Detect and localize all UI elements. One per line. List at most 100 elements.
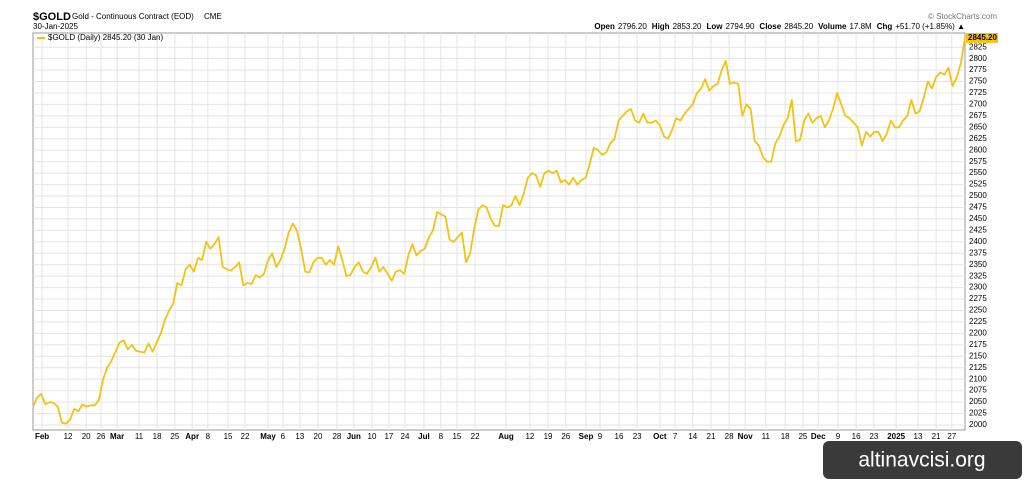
x-tick-label: 23 [869, 432, 878, 441]
x-tick-label: 20 [82, 432, 91, 441]
x-tick-label: Aug [498, 432, 514, 441]
y-tick-label: 2075 [969, 386, 987, 395]
y-tick-label: 2675 [969, 111, 987, 120]
y-tick-label: 2450 [969, 214, 987, 223]
x-tick-label: 11 [135, 432, 144, 441]
x-tick-label: 20 [314, 432, 323, 441]
y-tick-label: 2475 [969, 203, 987, 212]
quote-label: High [652, 22, 670, 31]
last-value-badge [966, 32, 998, 43]
x-tick-label: 28 [725, 432, 734, 441]
x-tick-label: 10 [368, 432, 377, 441]
x-tick-label: 21 [707, 432, 716, 441]
y-tick-label: 2775 [969, 65, 987, 74]
y-tick-label: 2400 [969, 237, 987, 246]
x-tick-label: Feb [35, 432, 49, 441]
y-tick-label: 2275 [969, 294, 987, 303]
x-tick-label: 17 [384, 432, 393, 441]
y-tick-label: 2350 [969, 260, 987, 269]
x-tick-label: 19 [544, 432, 553, 441]
x-tick-label: 12 [525, 432, 534, 441]
x-tick-label: 16 [615, 432, 624, 441]
x-tick-label: Jul [418, 432, 430, 441]
x-tick-label: 13 [914, 432, 923, 441]
x-tick-label: 9 [836, 432, 841, 441]
y-tick-label: 2300 [969, 283, 987, 292]
exchange: CME [204, 12, 222, 21]
y-tick-label: 2050 [969, 397, 987, 406]
y-tick-label: 2150 [969, 351, 987, 360]
x-tick-label: 18 [781, 432, 790, 441]
y-tick-label: 2250 [969, 306, 987, 315]
quote-label: Close [759, 22, 781, 31]
x-tick-label: 25 [798, 432, 807, 441]
y-tick-label: 2550 [969, 168, 987, 177]
y-tick-label: 2600 [969, 145, 987, 154]
y-tick-label: 2125 [969, 363, 987, 372]
x-tick-label: Jun [347, 432, 361, 441]
quote-label: Volume [818, 22, 847, 31]
x-tick-label: 24 [401, 432, 410, 441]
x-tick-label: 15 [224, 432, 233, 441]
x-tick-label: Mar [110, 432, 124, 441]
legend-label: $GOLD (Daily) 2845.20 (30 Jan) [48, 33, 164, 42]
x-tick-label: 7 [673, 432, 678, 441]
y-tick-label: 2225 [969, 317, 987, 326]
x-tick-label: 21 [932, 432, 941, 441]
y-tick-label: 2000 [969, 420, 987, 429]
x-tick-label: 14 [688, 432, 697, 441]
x-tick-label: May [260, 432, 276, 441]
quote-value: 2796.20 [618, 22, 647, 31]
chart-title: $GOLD [33, 11, 71, 23]
x-tick-label: Sep [579, 432, 594, 441]
quote-value: 2853.20 [673, 22, 702, 31]
y-tick-label: 2750 [969, 77, 987, 86]
y-tick-label: 2825 [969, 42, 987, 51]
quote-value: 2845.20 [784, 22, 813, 31]
x-tick-label: 9 [598, 432, 603, 441]
price-line [32, 37, 966, 425]
x-tick-label: 11 [762, 432, 771, 441]
x-tick-label: 26 [97, 432, 106, 441]
watermark-box [823, 441, 1022, 479]
plot-area [32, 32, 966, 431]
y-tick-label: 2650 [969, 122, 987, 131]
x-tick-label: Nov [738, 432, 754, 441]
y-tick-label: 2800 [969, 54, 987, 63]
quote-value: 2794.90 [726, 22, 755, 31]
x-tick-label: 27 [947, 432, 956, 441]
x-tick-label: 26 [561, 432, 570, 441]
x-tick-label: 25 [170, 432, 179, 441]
x-tick-label: 13 [295, 432, 304, 441]
quote-label: Chg [877, 22, 893, 31]
y-tick-label: 2425 [969, 225, 987, 234]
y-tick-label: 2575 [969, 157, 987, 166]
x-tick-label: 28 [332, 432, 341, 441]
x-tick-label: 8 [206, 432, 211, 441]
x-tick-label: 22 [471, 432, 480, 441]
quote-value: +51.70 (+1.85%) ▲ [895, 22, 965, 31]
quote-label: Open [594, 22, 615, 31]
quote-line: Open 2796.20 High 2853.20 Low 2794.90 Close 284… [594, 22, 965, 31]
y-tick-label: 2100 [969, 374, 987, 383]
x-tick-label: 22 [241, 432, 250, 441]
y-tick-label: 2200 [969, 328, 987, 337]
y-tick-label: 2700 [969, 100, 987, 109]
y-tick-label: 2725 [969, 88, 987, 97]
source: © StockCharts.com [928, 12, 997, 21]
y-tick-label: 2500 [969, 191, 987, 200]
x-tick-label: Dec [811, 432, 826, 441]
x-tick-label: 8 [439, 432, 444, 441]
watermark: altinavcisi.org [858, 449, 985, 472]
x-tick-label: 16 [852, 432, 861, 441]
last-value-label: 2845.20 [968, 33, 997, 42]
chart-subtitle: Gold - Continuous Contract (EOD) [72, 12, 194, 21]
x-tick-label: 2025 [887, 432, 905, 441]
y-tick-label: 2325 [969, 271, 987, 280]
y-tick-label: 2375 [969, 248, 987, 257]
quote-label: Low [707, 22, 724, 31]
x-tick-label: 6 [281, 432, 286, 441]
date: 30-Jan-2025 [33, 22, 78, 31]
